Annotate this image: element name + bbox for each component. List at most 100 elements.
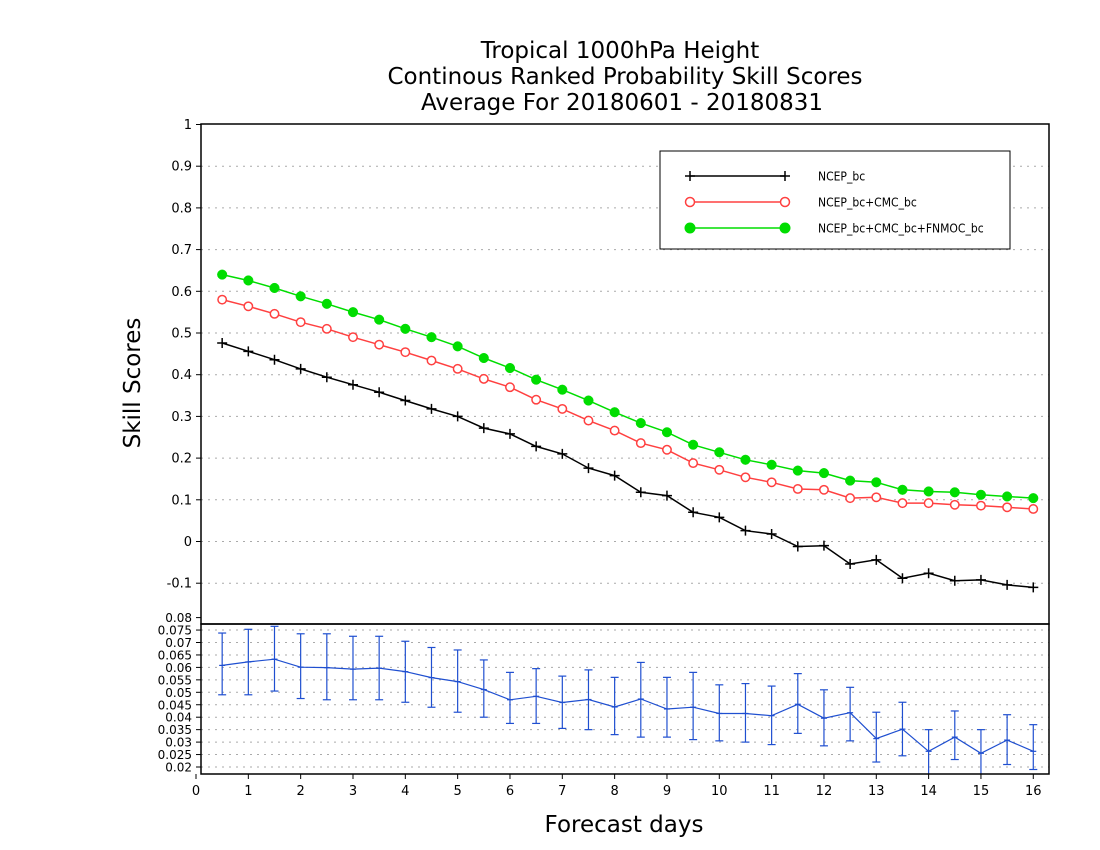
data-point-plus bbox=[269, 354, 280, 365]
data-point-filled-circle bbox=[688, 439, 699, 450]
data-point-filled-circle bbox=[557, 384, 568, 395]
data-point-plus bbox=[845, 559, 856, 570]
legend-label: NCEP_bc+CMC_bc+FNMOC_bc bbox=[818, 222, 984, 236]
x-tick-label: 5 bbox=[454, 784, 462, 799]
data-point-open-circle bbox=[766, 477, 777, 488]
x-tick-label: 12 bbox=[816, 784, 833, 799]
y-tick-label: 0.03 bbox=[165, 736, 192, 750]
x-tick-label: 8 bbox=[610, 784, 618, 799]
data-point-plus bbox=[426, 403, 437, 414]
data-point-filled-circle bbox=[975, 489, 987, 500]
y-tick-label: 0.5 bbox=[171, 327, 192, 342]
data-point-plus bbox=[557, 448, 568, 459]
data-point-plus bbox=[766, 528, 777, 539]
data-point-plus bbox=[714, 512, 725, 523]
data-point-plus bbox=[295, 363, 306, 374]
y-tick-label: 0.1 bbox=[171, 493, 192, 508]
data-point-open-circle bbox=[1002, 502, 1013, 513]
data-point-plus bbox=[871, 554, 882, 565]
x-axis-label: Forecast days bbox=[545, 812, 704, 838]
data-point-filled-circle bbox=[583, 395, 594, 406]
x-tick-label: 10 bbox=[711, 784, 728, 799]
y-tick-label: 0.06 bbox=[165, 661, 192, 675]
y-tick-label: 0.3 bbox=[171, 410, 192, 425]
x-tick-label: 7 bbox=[558, 784, 566, 799]
data-point-open-circle bbox=[478, 373, 489, 384]
y-tick-label: 0.6 bbox=[171, 285, 192, 300]
data-point-filled-circle bbox=[531, 374, 542, 385]
data-point-filled-circle bbox=[374, 314, 385, 325]
data-point-plus bbox=[1002, 579, 1013, 590]
data-point-open-circle bbox=[792, 484, 803, 494]
data-point-open-circle bbox=[243, 301, 254, 312]
data-point-open-circle bbox=[374, 339, 385, 350]
data-point-open-circle bbox=[400, 347, 411, 358]
data-point-filled-circle bbox=[1002, 491, 1013, 502]
data-point-filled-circle bbox=[243, 275, 254, 286]
data-point-plus bbox=[374, 387, 385, 398]
x-axis-ticks: 0 1 2 3 4 5 6 7 8 9 10 11 12 13 14 15 16 bbox=[192, 774, 1042, 799]
data-point-filled-circle bbox=[766, 459, 777, 470]
data-point-open-circle bbox=[819, 484, 829, 495]
y-tick-label: 0.055 bbox=[158, 673, 192, 687]
data-point-open-circle bbox=[740, 472, 751, 483]
data-point-open-circle bbox=[688, 458, 699, 469]
data-point-open-circle bbox=[531, 394, 542, 405]
x-tick-label: 3 bbox=[349, 784, 357, 799]
data-point-open-circle bbox=[976, 500, 986, 511]
data-point-filled-circle bbox=[714, 447, 725, 458]
data-point-open-circle bbox=[452, 363, 463, 374]
top-panel-series bbox=[217, 269, 1039, 593]
data-point-filled-circle bbox=[792, 465, 803, 476]
data-point-plus bbox=[504, 428, 515, 439]
y-tick-label: 0.065 bbox=[158, 648, 192, 662]
data-point-plus bbox=[321, 372, 332, 383]
top-panel-y-ticks: -0.1 0 0.1 0.2 0.3 0.4 0.5 0.6 0.7 0.8 0.9 1 bbox=[167, 118, 201, 592]
y-tick-label: 0.045 bbox=[158, 698, 192, 712]
data-point-filled-circle bbox=[845, 475, 856, 486]
data-point-open-circle bbox=[583, 415, 594, 426]
y-tick-label: 0.075 bbox=[158, 624, 192, 638]
data-point-plus bbox=[949, 575, 960, 586]
data-point-filled-circle bbox=[740, 454, 751, 465]
y-tick-label: 0.4 bbox=[171, 368, 192, 383]
y-tick-label: 0.035 bbox=[158, 723, 192, 737]
legend-marker-plus bbox=[685, 171, 695, 181]
legend-label: NCEP_bc bbox=[818, 170, 865, 184]
series-line bbox=[222, 658, 1034, 754]
data-point-plus bbox=[609, 470, 620, 481]
data-point-plus bbox=[635, 487, 646, 498]
y-tick-label: -0.1 bbox=[167, 577, 192, 592]
data-point-plus bbox=[478, 423, 489, 434]
y-tick-label: 0.7 bbox=[171, 243, 192, 258]
data-point-filled-circle bbox=[1028, 493, 1039, 504]
data-point-open-circle bbox=[1028, 504, 1039, 514]
series-line bbox=[221, 342, 1034, 589]
bottom-panel-y-ticks: 0.020.0250.030.0350.040.0450.050.0550.06… bbox=[158, 611, 201, 775]
data-point-filled-circle bbox=[400, 323, 411, 334]
y-tick-label: 0.8 bbox=[171, 201, 192, 216]
data-point-filled-circle bbox=[661, 427, 673, 438]
x-tick-label: 14 bbox=[920, 784, 937, 799]
data-point-plus bbox=[531, 441, 542, 452]
legend-marker-open-circle bbox=[684, 196, 696, 208]
data-point-open-circle bbox=[949, 499, 960, 510]
data-point-plus bbox=[347, 379, 358, 390]
x-tick-label: 15 bbox=[973, 784, 990, 799]
y-tick-label: 0.02 bbox=[165, 761, 192, 775]
bottom-panel-frame bbox=[200, 623, 1050, 775]
data-point-filled-circle bbox=[217, 269, 228, 280]
chart-title-line-2: Continous Ranked Probability Skill Score… bbox=[387, 64, 862, 90]
data-point-open-circle bbox=[217, 294, 228, 305]
data-point-open-circle bbox=[635, 438, 646, 449]
data-point-open-circle bbox=[295, 317, 306, 328]
legend: NCEP_bc NCEP_bc+CMC_bc NCEP_bc+CMC_bc+FNMO… bbox=[659, 150, 1011, 250]
data-point-plus bbox=[243, 346, 254, 357]
bottom-panel-series bbox=[218, 625, 1038, 774]
data-point-open-circle bbox=[609, 425, 620, 436]
series-line bbox=[222, 298, 1034, 510]
data-point-open-circle bbox=[321, 323, 332, 334]
data-point-plus bbox=[217, 338, 228, 349]
chart-title-line-1: Tropical 1000hPa Height bbox=[480, 38, 760, 64]
